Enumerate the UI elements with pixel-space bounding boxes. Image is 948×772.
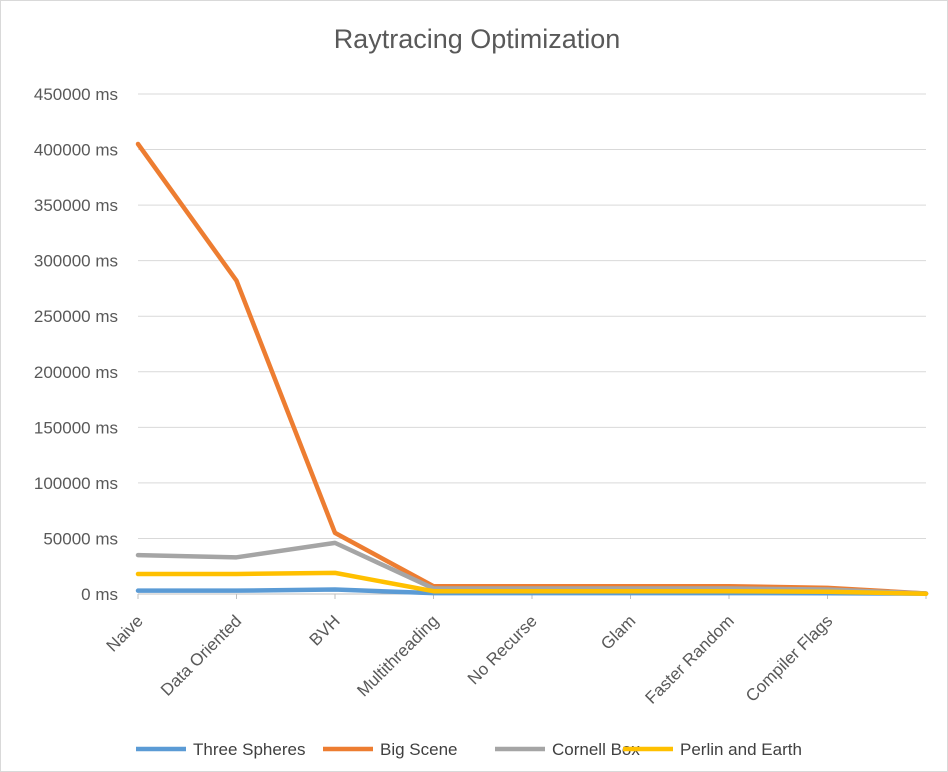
y-axis-ticks: 0 ms 50000 ms 100000 ms 150000 ms 200000 ms 2… [34, 85, 118, 604]
y-tick-label: 200000 ms [34, 363, 118, 382]
y-tick-label: 50000 ms [43, 529, 118, 548]
x-tick-label: BVH [306, 611, 344, 649]
x-tick-label: Multithreading [353, 611, 442, 700]
series-line-big-scene [135, 141, 929, 596]
series-line-cornell-box [135, 540, 929, 596]
legend-label: Perlin and Earth [680, 740, 802, 759]
x-tick-label: Compiler Flags [742, 611, 836, 705]
legend-label: Three Spheres [193, 740, 305, 759]
x-tick-label: Naive [103, 611, 147, 655]
y-tick-label: 450000 ms [34, 85, 118, 104]
x-tick-label: Faster Random [642, 611, 738, 707]
gridlines [138, 93, 926, 595]
y-tick-label: 0 ms [81, 585, 118, 604]
chart-title: Raytracing Optimization [334, 24, 621, 54]
x-tick-label: Data Oriented [157, 611, 245, 699]
y-tick-label: 100000 ms [34, 474, 118, 493]
legend-label: Big Scene [380, 740, 458, 759]
series-line-perlin-and-earth [135, 570, 929, 597]
series-lines [135, 141, 929, 597]
y-tick-label: 350000 ms [34, 196, 118, 215]
x-tick-label: Glam [597, 611, 639, 653]
x-tick-label: No Recurse [464, 611, 541, 688]
y-tick-label: 400000 ms [34, 141, 118, 160]
legend: Three Spheres Big Scene Cornell Box Perlin … [136, 740, 802, 759]
legend-label: Cornell Box [552, 740, 640, 759]
x-axis-ticks: Naive Data Oriented BVH Multithreading No Re… [103, 594, 927, 708]
y-tick-label: 300000 ms [34, 252, 118, 271]
y-tick-label: 250000 ms [34, 307, 118, 326]
y-tick-label: 150000 ms [34, 418, 118, 437]
